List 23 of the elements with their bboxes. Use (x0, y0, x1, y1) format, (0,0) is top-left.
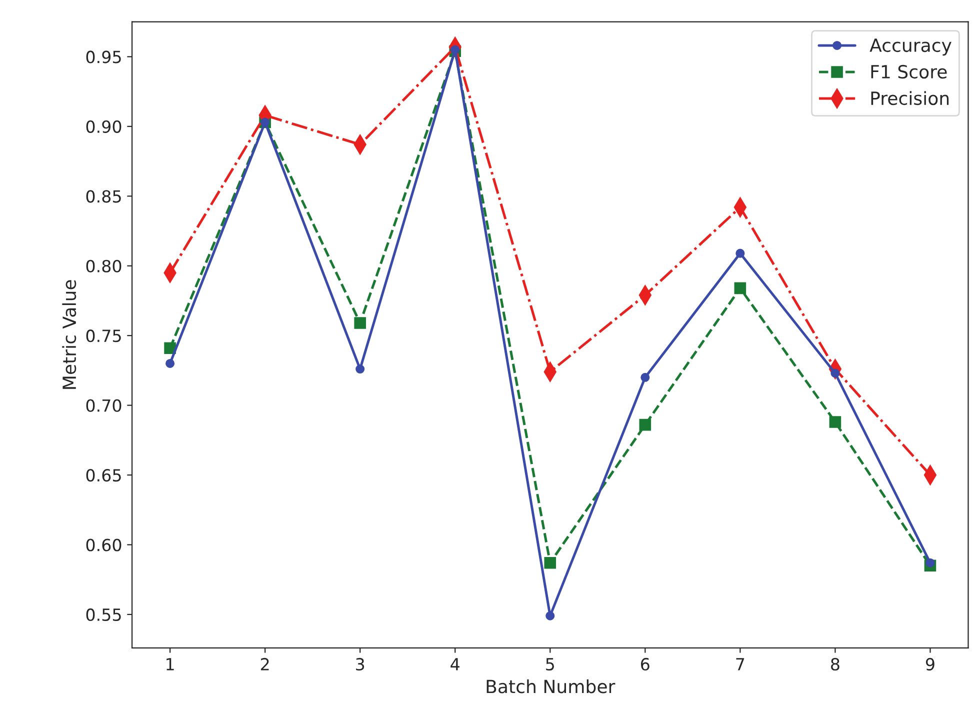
x-axis-title: Batch Number (486, 679, 616, 694)
y-tick-label: 0.55 (86, 608, 121, 622)
y-tick-label: 0.75 (86, 330, 121, 342)
y-tick-label: 0.65 (86, 468, 121, 482)
y-axis-title: Metric Value (62, 280, 76, 389)
y-tick-label: 0.95 (86, 50, 121, 64)
x-tick-label: 9 (926, 658, 934, 671)
legend-label: Accuracy (870, 38, 952, 56)
x-tick-label: 2 (260, 658, 269, 670)
y-tick-label: 0.90 (86, 120, 122, 133)
x-tick-label: 3 (356, 658, 364, 671)
y-tick-label: 0.70 (86, 399, 122, 412)
x-tick-label: 1 (166, 658, 174, 670)
x-tick-label: 8 (831, 658, 840, 671)
x-tick-label: 7 (736, 658, 744, 670)
x-tick-label: 4 (450, 658, 460, 670)
y-tick-label: 0.85 (86, 190, 121, 203)
legend-label: Precision (871, 91, 949, 106)
y-tick-label: 0.60 (86, 538, 122, 552)
y-tick-label: 0.80 (86, 260, 122, 272)
legend-label: F1 Score (871, 64, 947, 79)
x-tick-label: 6 (641, 658, 650, 671)
x-tick-label: 5 (546, 658, 554, 671)
